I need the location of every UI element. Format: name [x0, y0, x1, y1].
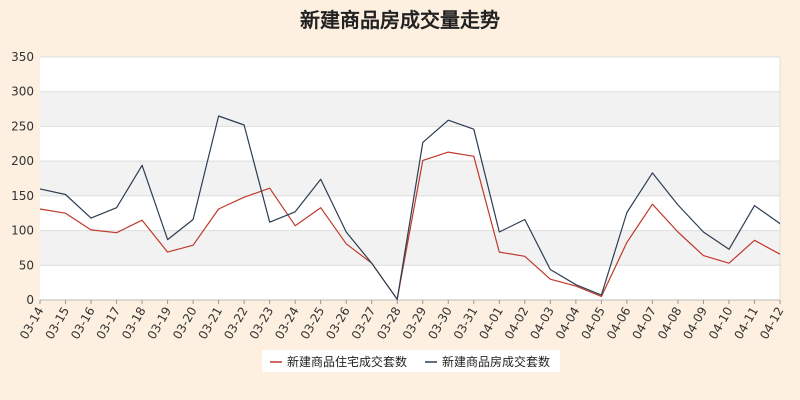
x-tick-label: 03-16 [68, 305, 98, 342]
x-tick-label: 04-03 [527, 305, 557, 342]
x-tick-label: 04-04 [553, 305, 583, 342]
y-tick-label: 250 [11, 119, 34, 133]
y-tick-label: 350 [11, 50, 34, 64]
y-tick-label: 0 [26, 293, 34, 307]
y-tick-label: 50 [19, 258, 34, 272]
y-tick-label: 200 [11, 154, 34, 168]
series-line-2 [39, 115, 781, 300]
x-tick-label: 03-25 [298, 305, 328, 342]
x-tick-label: 03-22 [221, 305, 251, 342]
x-tick-label: 04-01 [476, 304, 506, 341]
x-tick-label: 03-17 [94, 305, 124, 342]
x-tick-label: 04-09 [680, 305, 710, 342]
x-tick-label: 03-24 [272, 305, 302, 342]
x-tick-label: 03-31 [451, 305, 481, 342]
series-line-1 [39, 151, 781, 300]
y-tick-label: 100 [11, 224, 34, 238]
x-tick-label: 03-15 [43, 305, 73, 342]
x-tick-label: 03-23 [247, 305, 277, 342]
x-tick-label: 04-08 [655, 305, 685, 342]
grid-band [40, 91, 780, 127]
x-tick-label: 03-14 [17, 305, 47, 342]
y-tick-label: 150 [11, 189, 34, 203]
legend-box [262, 350, 560, 372]
x-tick-label: 03-26 [323, 305, 353, 342]
x-tick-label: 04-06 [604, 305, 634, 342]
x-tick-label: 04-12 [757, 305, 787, 342]
x-tick-label: 03-18 [119, 305, 149, 342]
x-tick-label: 03-27 [349, 305, 379, 342]
x-tick-label: 03-29 [400, 305, 430, 342]
grid-band [40, 230, 780, 266]
x-tick-label: 03-19 [145, 305, 175, 342]
y-tick-label: 300 [11, 85, 34, 99]
chart-title: 新建商品房成交量走势 [300, 8, 500, 32]
x-tick-label: 03-30 [425, 305, 455, 342]
x-tick-label: 04-11 [732, 305, 762, 342]
x-tick-label: 04-05 [578, 305, 608, 342]
x-tick-label: 03-20 [170, 305, 200, 342]
x-tick-label: 04-02 [502, 305, 532, 342]
x-tick-label: 04-10 [706, 305, 736, 342]
legend-label-2: 新建商品房成交套数 [442, 354, 550, 369]
x-tick-label: 03-28 [374, 305, 404, 342]
legend-label-1: 新建商品住宅成交套数 [287, 354, 407, 369]
x-tick-label: 04-07 [629, 305, 659, 342]
x-tick-label: 03-21 [196, 305, 226, 342]
